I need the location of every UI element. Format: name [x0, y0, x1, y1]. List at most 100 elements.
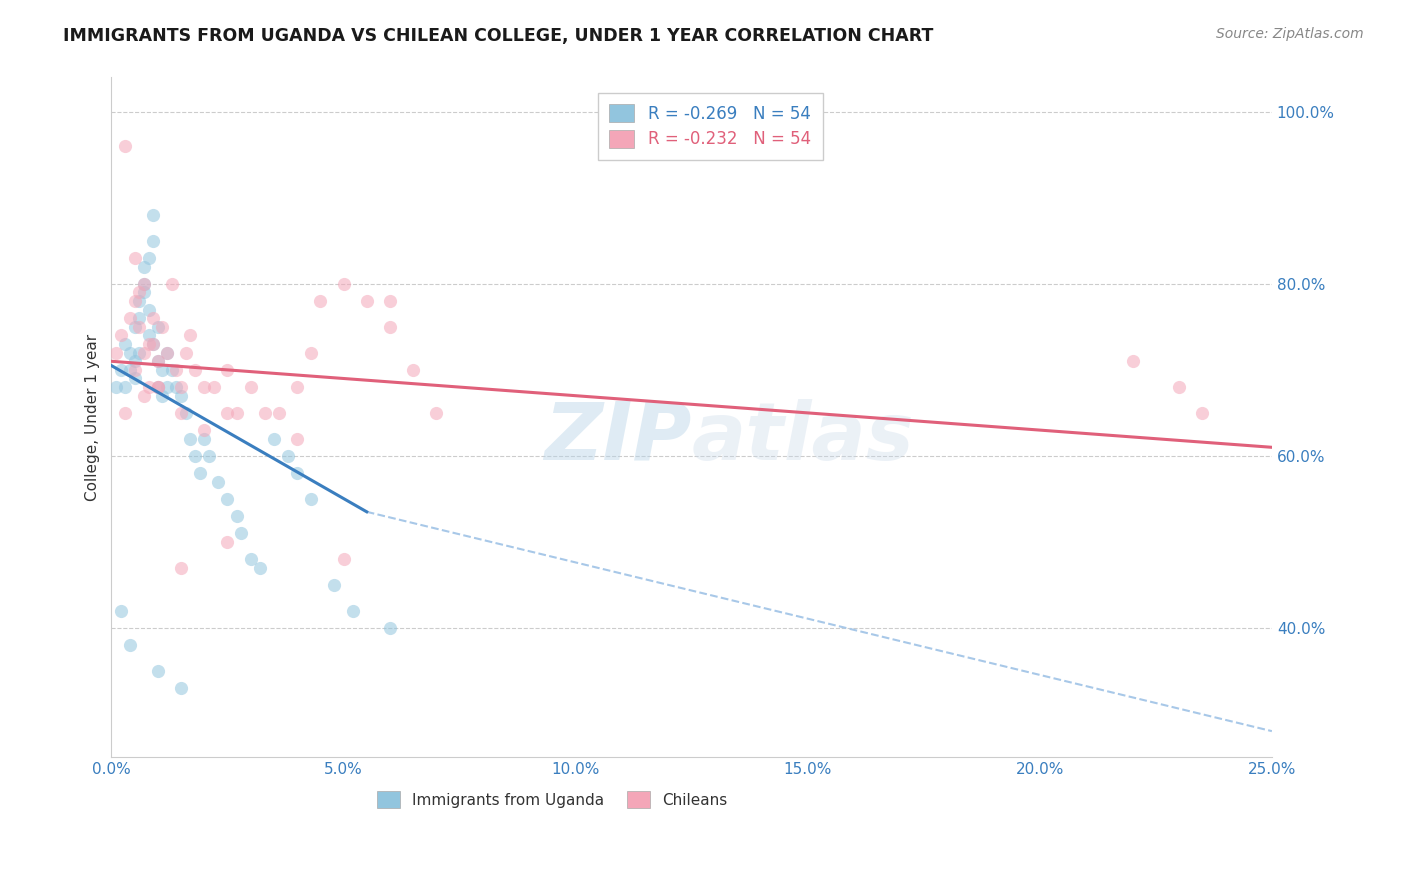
- Point: [378, 319, 401, 334]
- Point: [160, 277, 183, 291]
- Point: [138, 251, 160, 265]
- Point: [146, 664, 169, 678]
- Point: [378, 294, 401, 309]
- Point: [193, 423, 215, 437]
- Point: [184, 449, 207, 463]
- Point: [309, 294, 332, 309]
- Point: [146, 354, 169, 368]
- Point: [128, 294, 150, 309]
- Point: [128, 345, 150, 359]
- Point: [146, 380, 169, 394]
- Point: [118, 311, 141, 326]
- Point: [225, 406, 247, 420]
- Point: [152, 389, 174, 403]
- Point: [253, 406, 276, 420]
- Point: [156, 380, 179, 394]
- Point: [425, 406, 447, 420]
- Text: Source: ZipAtlas.com: Source: ZipAtlas.com: [1216, 27, 1364, 41]
- Y-axis label: College, Under 1 year: College, Under 1 year: [86, 334, 100, 500]
- Point: [146, 319, 169, 334]
- Point: [118, 345, 141, 359]
- Point: [207, 475, 229, 489]
- Point: [124, 294, 146, 309]
- Point: [114, 139, 136, 153]
- Point: [231, 526, 253, 541]
- Point: [132, 285, 155, 300]
- Point: [356, 294, 378, 309]
- Point: [342, 604, 364, 618]
- Point: [285, 432, 308, 446]
- Point: [132, 277, 155, 291]
- Point: [160, 363, 183, 377]
- Point: [110, 604, 132, 618]
- Point: [114, 406, 136, 420]
- Point: [267, 406, 290, 420]
- Point: [239, 380, 262, 394]
- Point: [138, 302, 160, 317]
- Point: [124, 251, 146, 265]
- Point: [170, 406, 193, 420]
- Point: [138, 380, 160, 394]
- Point: [142, 208, 165, 222]
- Point: [156, 345, 179, 359]
- Point: [124, 354, 146, 368]
- Point: [170, 681, 193, 695]
- Point: [174, 345, 197, 359]
- Point: [217, 535, 239, 549]
- Point: [132, 345, 155, 359]
- Point: [277, 449, 299, 463]
- Point: [193, 432, 215, 446]
- Point: [170, 560, 193, 574]
- Point: [124, 371, 146, 385]
- Point: [146, 354, 169, 368]
- Point: [332, 277, 354, 291]
- Point: [285, 380, 308, 394]
- Point: [184, 363, 207, 377]
- Point: [110, 363, 132, 377]
- Point: [225, 509, 247, 524]
- Point: [142, 311, 165, 326]
- Point: [323, 578, 346, 592]
- Point: [105, 345, 128, 359]
- Point: [179, 328, 201, 343]
- Text: IMMIGRANTS FROM UGANDA VS CHILEAN COLLEGE, UNDER 1 YEAR CORRELATION CHART: IMMIGRANTS FROM UGANDA VS CHILEAN COLLEG…: [63, 27, 934, 45]
- Point: [128, 311, 150, 326]
- Point: [124, 319, 146, 334]
- Point: [285, 466, 308, 480]
- Point: [142, 337, 165, 351]
- Point: [239, 552, 262, 566]
- Point: [128, 285, 150, 300]
- Point: [118, 638, 141, 652]
- Point: [299, 491, 322, 506]
- Point: [114, 380, 136, 394]
- Point: [1168, 380, 1191, 394]
- Point: [152, 319, 174, 334]
- Point: [170, 389, 193, 403]
- Point: [217, 363, 239, 377]
- Point: [299, 345, 322, 359]
- Text: ZIP: ZIP: [544, 399, 692, 476]
- Point: [152, 363, 174, 377]
- Point: [118, 363, 141, 377]
- Legend: Immigrants from Uganda, Chileans: Immigrants from Uganda, Chileans: [371, 785, 734, 814]
- Point: [263, 432, 285, 446]
- Point: [138, 337, 160, 351]
- Point: [146, 380, 169, 394]
- Point: [188, 466, 211, 480]
- Point: [110, 328, 132, 343]
- Text: atlas: atlas: [692, 399, 914, 476]
- Point: [193, 380, 215, 394]
- Point: [198, 449, 221, 463]
- Point: [174, 406, 197, 420]
- Point: [1191, 406, 1213, 420]
- Point: [249, 560, 271, 574]
- Point: [170, 380, 193, 394]
- Point: [132, 260, 155, 274]
- Point: [156, 345, 179, 359]
- Point: [179, 432, 201, 446]
- Point: [124, 363, 146, 377]
- Point: [165, 380, 187, 394]
- Point: [402, 363, 425, 377]
- Point: [114, 337, 136, 351]
- Point: [332, 552, 354, 566]
